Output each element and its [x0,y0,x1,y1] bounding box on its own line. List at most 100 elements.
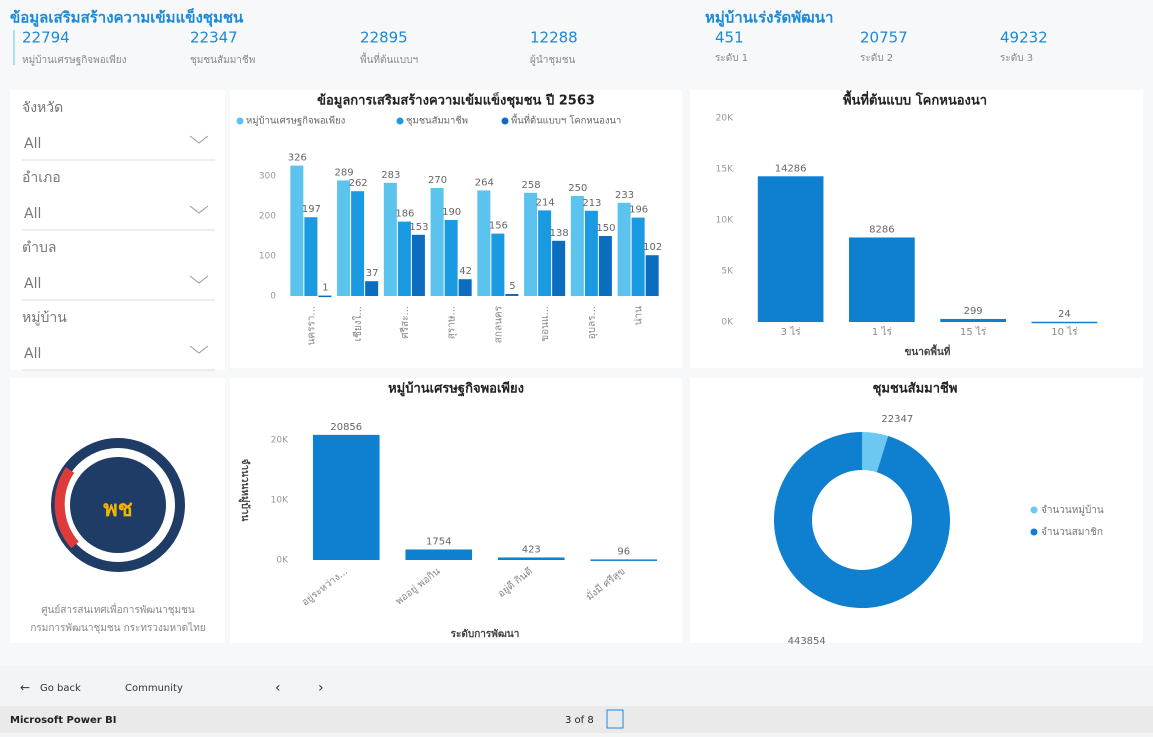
data-label: 138 [550,228,569,239]
data-label: 20856 [330,422,362,433]
chart-title: ข้อมูลการเสริมสร้างความเข้มแข็งชุมชน ปี … [317,91,595,109]
legend-label: จำนวนสมาชิก [1041,527,1103,538]
chevron[interactable] [189,135,209,144]
kpi-value: 22895 [360,29,408,47]
group-title: หมู่บ้านเร่งรัดพัฒนา [705,9,833,28]
bar [570,196,584,296]
bar [631,217,645,296]
data-label: 37 [366,268,379,279]
bar [757,176,824,322]
legend-swatch [236,117,244,125]
y-axis-title: จำนวนหมู่บ้าน [238,459,251,522]
bar [444,220,458,296]
data-label: 289 [335,167,354,178]
donut-slice [774,432,950,609]
x-tick-label: น่าน [634,306,645,325]
x-tick-label: อุบลร... [587,306,598,339]
y-tick-label: 0K [721,318,734,328]
data-label: 233 [615,190,634,201]
data-label: 264 [475,177,494,188]
data-label: 190 [442,207,461,218]
filter-value[interactable]: All [24,206,41,222]
filter-value[interactable]: All [24,276,41,292]
data-label: 42 [459,266,472,277]
filter-value[interactable]: All [24,346,41,362]
data-label: 423 [522,544,541,555]
data-label: 186 [395,209,414,220]
kpi-label: ชุมชนสัมมาชีพ [190,54,255,66]
filter-label: หมู่บ้าน [22,310,67,326]
bar [590,559,658,561]
status-bar [0,706,1153,733]
chevron[interactable] [189,275,209,284]
pager: 3 of 8 [565,715,594,726]
bar [318,295,332,298]
bar [505,294,519,296]
y-tick-label: 0 [270,292,276,302]
chevron[interactable] [189,345,209,354]
bar [477,190,491,296]
kpi-label: ระดับ 3 [1000,53,1033,64]
bar [365,281,379,296]
nav-bar [0,672,1153,702]
back-icon[interactable]: ← [20,681,30,695]
bar [397,221,411,296]
data-label: 197 [302,204,321,215]
data-label: 8286 [869,224,894,235]
bar [584,210,598,296]
bar [312,434,380,560]
x-tick-label: สกลนคร [493,305,504,343]
logo-arc [54,467,79,549]
data-label: 443854 [788,636,826,647]
x-tick-label: เชียงใ... [352,306,364,341]
next[interactable]: › [318,680,324,696]
kpi-value: 49232 [1000,29,1048,47]
data-label: 96 [617,546,630,557]
data-label: 213 [582,198,601,209]
next-page[interactable] [606,709,624,729]
y-tick-label: 15K [716,165,734,175]
bar [351,191,365,296]
filter-label: ตำบล [22,240,56,256]
x-tick-label: นครรา... [306,306,317,345]
data-label: 283 [381,170,400,181]
bar [940,318,1006,322]
bar [497,557,565,560]
bar [411,234,425,296]
go-back[interactable]: Go back [40,683,81,694]
filter-label: จังหวัด [22,100,63,116]
x-tick-label: 1 ไร่ [872,326,893,338]
data-label: 270 [428,175,447,186]
kpi-value: 20757 [860,29,908,47]
bar [304,217,318,296]
chevron[interactable] [189,205,209,214]
chart-title: หมู่บ้านเศรษฐกิจพอเพียง [388,381,524,398]
bar [1031,321,1098,324]
data-label: 326 [288,153,307,164]
logo-text: ศูนย์สารสนเทศเพื่อการพัฒนาชุมชน [41,602,195,616]
data-label: 24 [1058,309,1071,320]
kpi-label: พื้นที่ต้นแบบฯ [360,52,418,66]
page-select[interactable]: Community [125,683,183,694]
x-tick-label: สุราษ... [447,306,458,339]
data-label: 156 [489,221,508,232]
data-label: 1754 [426,536,451,547]
legend-swatch [1030,528,1038,536]
data-label: 102 [643,242,662,253]
legend-label: จำนวนหมู่บ้าน [1041,504,1104,516]
legend-label: พื้นที่ต้นแบบฯ โคกหนองนา [511,114,621,127]
bar [598,236,612,296]
data-label: 150 [596,223,615,234]
legend-swatch [396,117,404,125]
filter-value[interactable]: All [24,136,41,152]
bar [849,237,915,322]
y-tick-label: 20K [716,114,734,124]
legend-label: หมู่บ้านเศรษฐกิจพอเพียง [246,115,345,127]
bar [491,233,505,296]
data-label: 14286 [775,163,807,174]
prev[interactable]: ‹ [275,680,281,696]
bar [290,165,304,296]
x-tick-label: 15 ไร่ [960,326,987,338]
kpi-label: ระดับ 2 [860,53,893,64]
